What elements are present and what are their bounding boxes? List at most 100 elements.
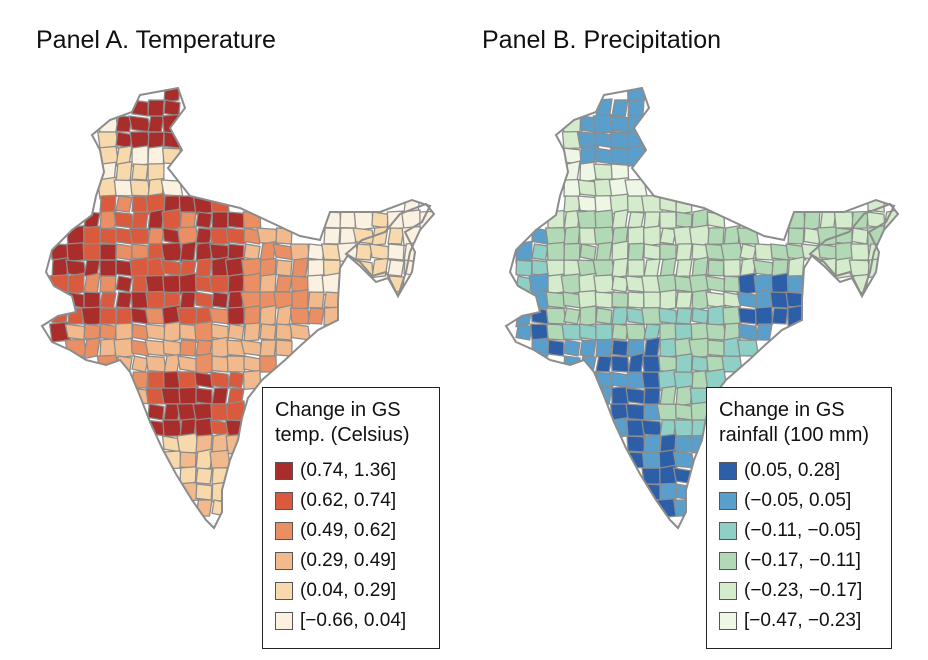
district: [675, 211, 693, 229]
district: [224, 419, 248, 437]
legend-swatch: [719, 552, 737, 570]
district: [355, 243, 373, 261]
district: [673, 419, 695, 437]
district: [209, 449, 231, 471]
legend-swatch: [275, 612, 293, 630]
district: [578, 323, 598, 341]
district: [563, 339, 581, 357]
district: [275, 275, 293, 293]
legend-label: (0.62, 0.74]: [300, 490, 397, 511]
district: [131, 211, 149, 229]
legend-title-line2: rainfall (100 mm): [719, 424, 870, 446]
district: [563, 226, 581, 246]
district: [595, 241, 613, 263]
legend-title: Change in GS temp. (Celsius): [275, 398, 427, 448]
legend-swatch: [275, 492, 293, 510]
district: [128, 115, 152, 133]
district: [178, 386, 198, 406]
district: [707, 259, 725, 277]
district: [195, 467, 213, 485]
district: [227, 323, 245, 341]
legend-label: (0.05, 0.28]: [744, 460, 841, 481]
district: [675, 243, 693, 261]
district: [163, 320, 181, 344]
district: [723, 275, 741, 293]
legend-swatch: [719, 582, 737, 600]
district: [275, 259, 293, 277]
district: [162, 339, 182, 357]
district: [705, 275, 727, 293]
district: [642, 291, 662, 309]
district: [675, 258, 693, 278]
legend-item: (0.62, 0.74]: [275, 486, 427, 516]
district: [67, 272, 85, 296]
district: [147, 162, 165, 182]
district: [195, 448, 213, 472]
legend-title-line1: Change in GS: [719, 399, 845, 421]
district: [226, 355, 246, 373]
panel-temperature: Panel A. Temperature Change in GS temp. …: [36, 26, 440, 649]
district: [627, 225, 645, 247]
district: [754, 306, 774, 326]
district: [289, 307, 311, 325]
district: [113, 211, 135, 229]
district: [611, 291, 629, 309]
legend-item: (−0.11, −0.05]: [719, 516, 879, 546]
legend-swatch: [719, 492, 737, 510]
district: [307, 291, 325, 309]
district: [194, 291, 214, 309]
district: [99, 291, 117, 309]
district: [675, 291, 693, 309]
district: [515, 259, 533, 277]
district: [97, 131, 119, 149]
legend-precipitation: Change in GS rainfall (100 mm) (0.05, 0.…: [706, 387, 892, 649]
district-regions: [515, 88, 898, 519]
district: [561, 323, 583, 341]
district: [817, 243, 839, 261]
district: [195, 483, 213, 501]
district: [545, 307, 567, 325]
district: [99, 275, 117, 293]
district: [339, 211, 357, 229]
district: [595, 323, 613, 341]
district: [595, 355, 613, 373]
district: [179, 291, 197, 309]
district: [610, 355, 630, 373]
district: [659, 243, 677, 261]
district: [289, 243, 311, 261]
district: [195, 211, 213, 229]
district: [145, 355, 167, 373]
legend-item: (−0.17, −0.11]: [719, 546, 879, 576]
district: [387, 227, 405, 245]
district: [643, 243, 661, 261]
district: [243, 322, 261, 342]
country-border: [40, 86, 432, 530]
district: [147, 371, 165, 389]
district: [707, 304, 725, 328]
district: [720, 242, 744, 262]
district: [659, 211, 677, 229]
district: [659, 289, 677, 311]
district: [611, 275, 629, 293]
district: [736, 227, 760, 245]
district: [563, 195, 581, 213]
district: [227, 211, 245, 229]
legend-label: (−0.11, −0.05]: [744, 520, 861, 541]
district: [147, 227, 165, 245]
district: [163, 99, 181, 117]
district: [99, 243, 117, 261]
district: [99, 259, 117, 277]
district: [387, 259, 405, 277]
district: [674, 403, 694, 421]
legend-item: (0.04, 0.29]: [275, 576, 427, 606]
legend-label: (0.29, 0.49]: [300, 550, 397, 571]
district: [659, 385, 677, 407]
district: [515, 323, 533, 341]
district: [595, 338, 613, 358]
district: [208, 274, 232, 294]
district: [627, 211, 645, 229]
district: [546, 323, 566, 341]
district: [771, 307, 789, 325]
district: [99, 307, 117, 325]
panel-title: Panel A. Temperature: [36, 26, 276, 54]
